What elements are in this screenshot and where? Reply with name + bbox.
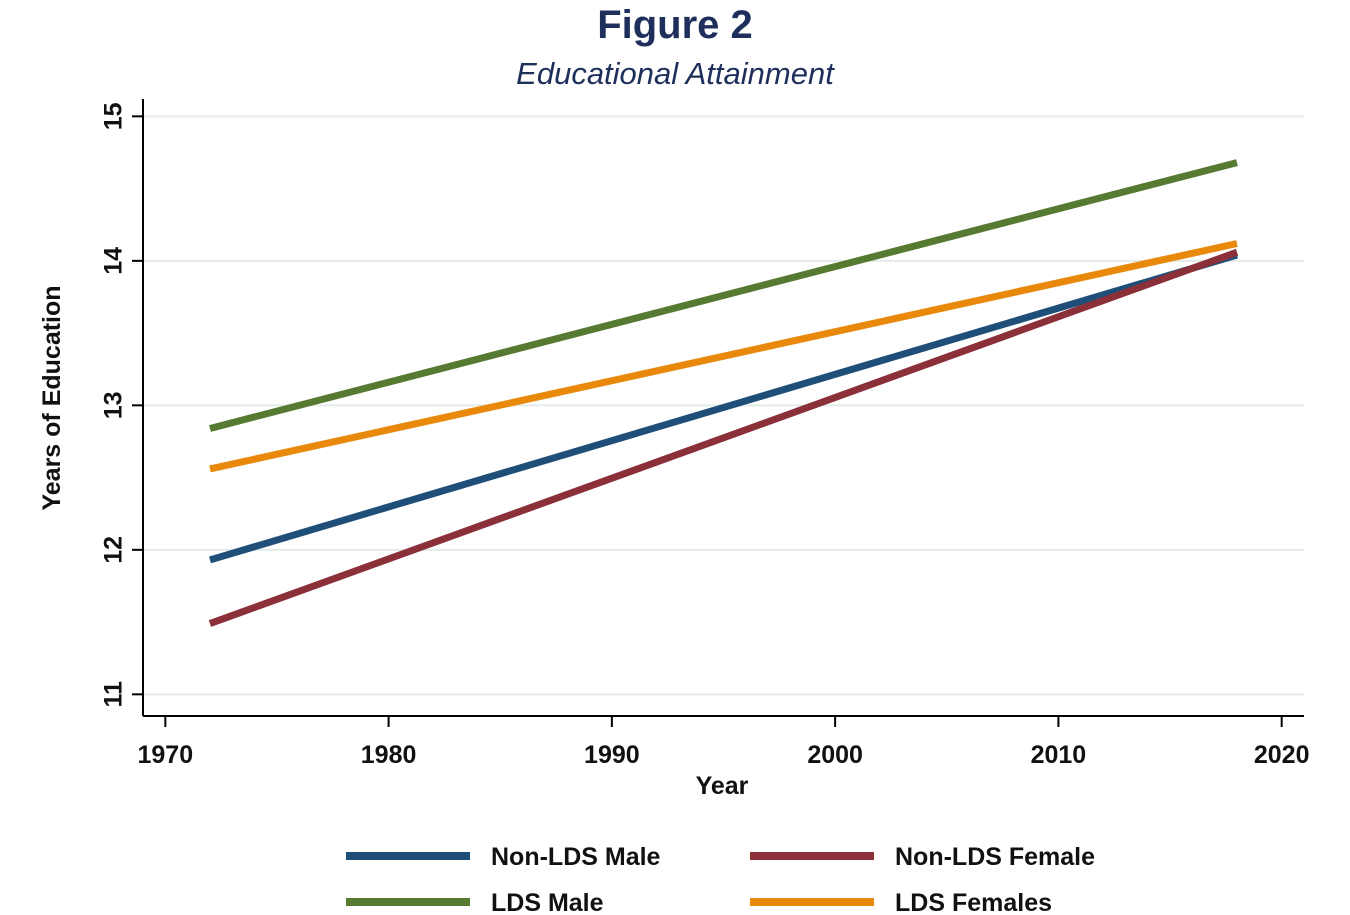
series-line-lds-male <box>209 159 1238 432</box>
y-tick-label: 15 <box>100 102 128 130</box>
legend-label-non-lds-male: Non-LDS Male <box>491 843 661 871</box>
y-tick-label: 11 <box>100 681 128 708</box>
legend: Non-LDS Male Non-LDS Female LDS Male LDS Fe… <box>346 843 1095 915</box>
x-axis-title: Year <box>696 772 749 800</box>
y-tick-label: 12 <box>100 536 128 564</box>
x-tick-label: 2020 <box>1254 741 1310 769</box>
y-axis-title: Years of Education <box>38 285 66 510</box>
x-tick-label: 1980 <box>361 741 417 769</box>
x-tick-label: 2000 <box>807 741 863 769</box>
axes <box>142 99 1304 717</box>
x-tick-label: 1970 <box>138 741 194 769</box>
legend-label-non-lds-female: Non-LDS Female <box>895 843 1095 871</box>
chart-subtitle: Educational Attainment <box>516 56 835 91</box>
y-tick-label: 14 <box>100 247 128 275</box>
y-ticks: 11 12 13 14 15 <box>100 102 143 708</box>
x-tick-label: 2010 <box>1031 741 1087 769</box>
y-tick-label: 13 <box>100 391 128 419</box>
x-tick-label: 1990 <box>584 741 640 769</box>
legend-label-lds-male: LDS Male <box>491 889 604 915</box>
series-line-non-lds-male <box>208 251 1239 564</box>
series-line-non-lds-female <box>208 248 1239 627</box>
x-ticks: 1970 1980 1990 2000 2010 2020 <box>138 716 1310 769</box>
series-line-lds-females <box>209 240 1238 473</box>
series-lines <box>208 159 1239 627</box>
chart-title: Figure 2 <box>597 3 753 47</box>
legend-label-lds-females: LDS Females <box>895 889 1052 915</box>
